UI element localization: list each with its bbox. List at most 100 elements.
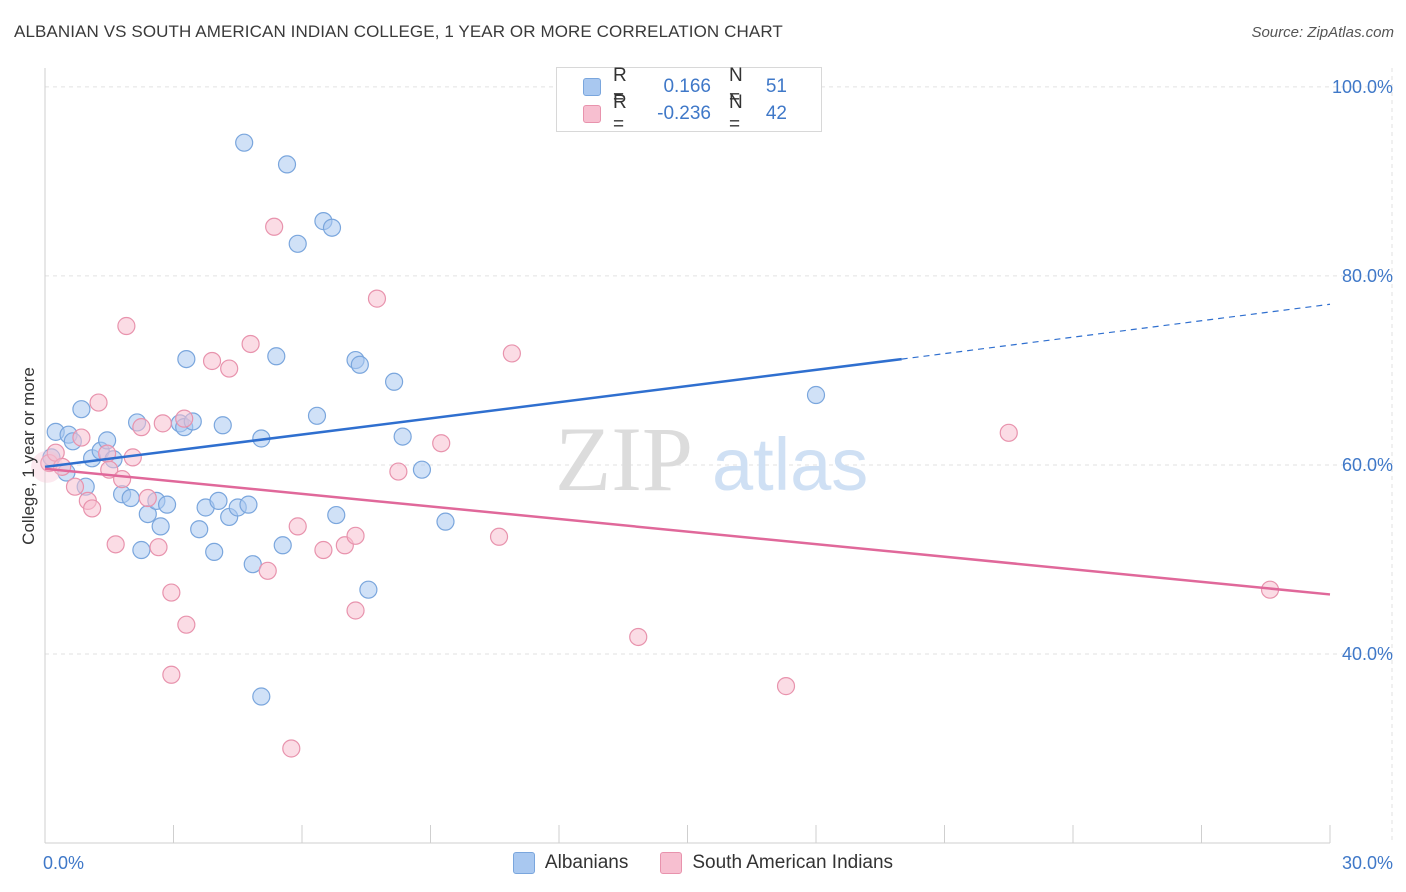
legend-swatch — [660, 852, 683, 874]
data-point — [151, 517, 170, 536]
data-point — [89, 393, 108, 412]
data-point — [265, 217, 284, 236]
r-value: -0.236 — [657, 103, 711, 124]
data-point — [177, 349, 196, 369]
y-axis-title: College, 1 year or more — [19, 367, 38, 545]
data-point — [220, 359, 239, 378]
data-point — [132, 540, 151, 560]
legend-row-albanians: R = 0.166 N = 51 — [583, 65, 787, 108]
data-point — [202, 351, 222, 371]
data-point — [235, 133, 254, 152]
data-point — [393, 427, 412, 446]
x-tick-label: 0.0% — [43, 853, 84, 873]
n-value: 51 — [765, 76, 787, 97]
chart-title: ALBANIAN VS SOUTH AMERICAN INDIAN COLLEG… — [14, 22, 783, 41]
data-point — [489, 527, 509, 546]
data-point — [106, 535, 125, 554]
data-point — [999, 423, 1018, 442]
data-point — [502, 344, 521, 363]
y-tick-label: 60.0% — [1342, 455, 1393, 475]
data-point — [367, 289, 387, 308]
n-label: N = — [729, 65, 743, 108]
data-point — [288, 517, 307, 536]
legend-swatch-albanians — [583, 78, 601, 96]
y-tick-label: 80.0% — [1342, 266, 1393, 286]
legend-label: Albanians — [544, 852, 629, 873]
data-point — [314, 540, 333, 560]
trend-line-albanians-extrapolated — [901, 303, 1331, 360]
data-point — [384, 372, 404, 391]
data-point — [243, 555, 262, 574]
r-label: R = — [613, 92, 627, 135]
data-point — [412, 460, 432, 479]
data-point — [267, 347, 286, 366]
data-point — [359, 580, 378, 599]
data-point — [121, 488, 140, 508]
trend-line-albanians — [44, 357, 902, 469]
data-point — [432, 434, 451, 453]
data-point — [239, 495, 258, 514]
data-point — [162, 583, 181, 602]
watermark-zip: ZIP — [555, 408, 693, 510]
source-credit: Source: ZipAtlas.com — [1251, 24, 1394, 41]
data-point — [273, 536, 292, 555]
data-point — [350, 355, 369, 374]
legend-row-south-american-indians: R = -0.236 N = 42 — [583, 92, 787, 135]
data-point — [177, 615, 196, 634]
data-point — [258, 561, 277, 580]
data-point — [72, 428, 91, 447]
data-point — [436, 512, 455, 531]
data-point — [83, 499, 102, 518]
data-point — [213, 416, 232, 435]
data-point — [205, 542, 224, 562]
data-point — [117, 316, 136, 336]
legend-swatch — [512, 852, 535, 874]
data-point — [389, 462, 408, 481]
data-point — [72, 400, 91, 419]
data-point — [776, 677, 796, 696]
data-point — [322, 218, 342, 237]
data-point — [138, 488, 157, 508]
data-point — [288, 234, 307, 253]
data-point — [241, 334, 260, 354]
legend-label: South American Indians — [692, 852, 894, 873]
data-point — [190, 520, 209, 539]
series-legend: Albanians South American Indians — [0, 852, 1406, 874]
data-point — [282, 739, 301, 758]
data-point — [252, 687, 271, 706]
data-point — [112, 470, 132, 489]
legend-item-south-american-indians: South American Indians — [660, 852, 893, 874]
legend-item-albanians: Albanians — [512, 852, 629, 874]
data-point — [346, 601, 365, 620]
y-tick-label: 40.0% — [1342, 644, 1393, 664]
grid-layer — [45, 68, 1393, 843]
watermark-atlas: atlas — [712, 423, 868, 506]
data-point — [175, 409, 194, 428]
stats-legend: R = 0.166 N = 51 R = -0.236 N = 42 — [556, 65, 822, 135]
trend-line-south-american-indians — [44, 467, 1331, 596]
data-point — [149, 538, 168, 557]
data-point — [153, 414, 172, 433]
tick-labels: 40.0% 60.0% 80.0% 100.0% 0.0% 30.0% College, 1… — [19, 77, 1393, 873]
y-tick-label: 100.0% — [1332, 77, 1393, 97]
data-point — [327, 505, 346, 525]
data-point — [629, 627, 648, 647]
legend-swatch-south-american-indians — [583, 105, 601, 123]
data-point — [806, 385, 826, 405]
data-point — [157, 495, 177, 514]
x-tick-label: 30.0% — [1342, 853, 1393, 873]
r-label: R = — [613, 65, 627, 108]
south-american-indians-points — [31, 217, 1280, 758]
data-point — [346, 526, 365, 545]
data-point — [65, 477, 85, 496]
data-point — [162, 665, 181, 684]
data-point — [132, 418, 151, 437]
n-label: N = — [729, 92, 743, 135]
trend-lines — [44, 303, 1331, 596]
data-point — [307, 406, 327, 425]
data-point — [277, 155, 297, 174]
n-value: 42 — [765, 103, 787, 124]
r-value: 0.166 — [663, 76, 711, 97]
watermark: ZIP atlas — [555, 408, 868, 510]
